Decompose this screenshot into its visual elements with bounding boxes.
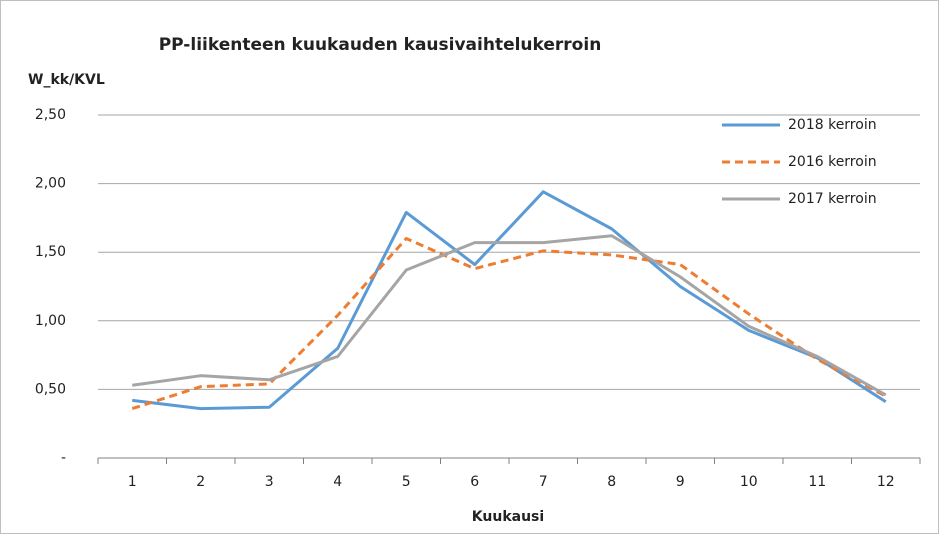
x-tick-label: 8 bbox=[607, 474, 616, 490]
series-line bbox=[131, 236, 887, 411]
x-tick-label: 2 bbox=[196, 474, 205, 490]
y-tick-label: 1,50 bbox=[35, 244, 66, 260]
x-tick-label: 6 bbox=[470, 474, 479, 490]
x-tick-label: 11 bbox=[808, 474, 826, 490]
series-line bbox=[132, 190, 887, 411]
x-tick-label: 5 bbox=[402, 474, 411, 490]
x-tick-label: 9 bbox=[676, 474, 685, 490]
y-tick-label: 2,50 bbox=[35, 107, 66, 123]
chart-title: PP-liikenteen kuukauden kausivaihteluker… bbox=[159, 35, 602, 55]
x-tick-label: 1 bbox=[128, 474, 137, 490]
x-tick-label: 3 bbox=[265, 474, 274, 490]
y-tick-label: 1,00 bbox=[35, 313, 66, 329]
y-tick-label: - bbox=[61, 450, 66, 466]
y-tick-label: 0,50 bbox=[35, 381, 66, 397]
x-tick-label: 4 bbox=[333, 474, 342, 490]
series-line bbox=[132, 234, 887, 397]
y-axis-label: W_kk/KVL bbox=[28, 72, 105, 88]
legend-label: 2018 kerroin bbox=[788, 117, 877, 133]
x-axis-label: Kuukausi bbox=[472, 509, 544, 525]
x-tick-label: 10 bbox=[740, 474, 758, 490]
x-tick-label: 7 bbox=[539, 474, 548, 490]
legend-label: 2017 kerroin bbox=[788, 191, 877, 207]
legend-label: 2016 kerroin bbox=[788, 154, 877, 170]
y-tick-label: 2,00 bbox=[35, 176, 66, 192]
x-tick-label: 12 bbox=[877, 474, 895, 490]
